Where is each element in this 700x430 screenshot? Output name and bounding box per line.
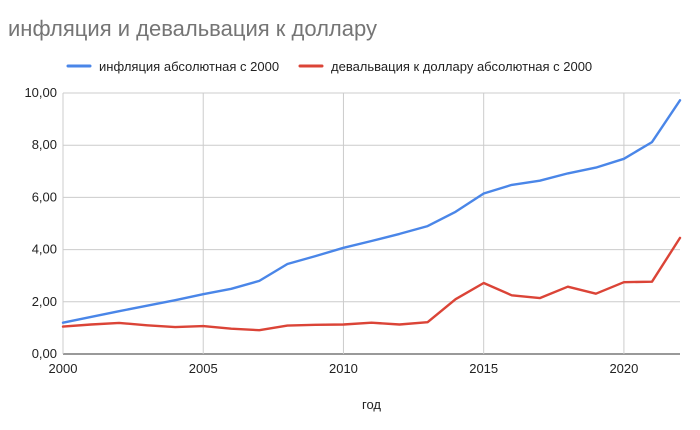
series-line-1 [61, 99, 682, 324]
x-tick-label: 2000 [49, 361, 78, 376]
x-tick-label: 2010 [329, 361, 358, 376]
chart-title: инфляция и девальвация к доллару [8, 16, 377, 41]
legend-label-2: девальвация к доллару абсолютная с 2000 [331, 59, 592, 74]
series-line-2 [61, 236, 682, 332]
y-tick-label: 4,00 [32, 242, 57, 257]
legend-label-1: инфляция абсолютная с 2000 [99, 59, 279, 74]
x-axis-label: год [362, 397, 381, 412]
x-tick-label: 2015 [469, 361, 498, 376]
series-lines [61, 99, 682, 332]
y-tick-label: 2,00 [32, 294, 57, 309]
y-tick-label: 8,00 [32, 137, 57, 152]
y-tick-label: 6,00 [32, 189, 57, 204]
x-axis-ticks: 2000 2005 2010 2015 2020 [49, 361, 639, 376]
y-axis-ticks: 0,00 2,00 4,00 6,00 8,00 10,00 [24, 85, 57, 361]
gridlines [62, 92, 680, 355]
x-tick-label: 2005 [189, 361, 218, 376]
y-tick-label: 10,00 [24, 85, 57, 100]
x-tick-label: 2020 [609, 361, 638, 376]
legend: инфляция абсолютная с 2000 девальвация к … [66, 59, 592, 74]
y-tick-label: 0,00 [32, 346, 57, 361]
